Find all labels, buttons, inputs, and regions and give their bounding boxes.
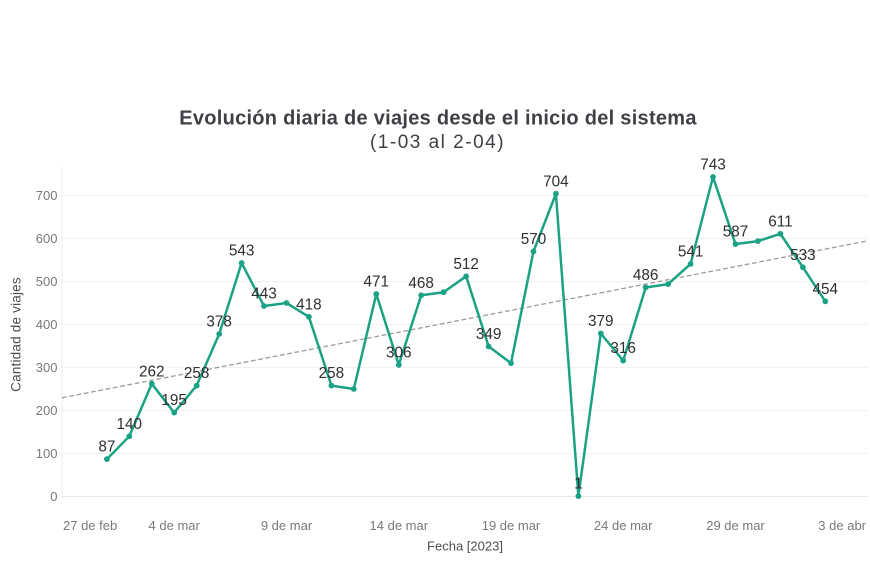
svg-text:471: 471: [364, 274, 390, 291]
svg-text:512: 512: [453, 256, 479, 273]
svg-text:3 de abr: 3 de abr: [818, 518, 866, 533]
svg-text:29 de mar: 29 de mar: [706, 518, 765, 533]
svg-text:541: 541: [678, 243, 704, 260]
svg-text:0: 0: [50, 489, 57, 504]
svg-text:611: 611: [768, 213, 792, 230]
svg-text:543: 543: [229, 243, 255, 260]
svg-text:200: 200: [36, 403, 58, 418]
svg-text:27 de feb: 27 de feb: [63, 518, 117, 533]
svg-text:486: 486: [633, 267, 659, 284]
svg-text:587: 587: [723, 224, 749, 241]
svg-text:600: 600: [36, 231, 58, 246]
svg-text:500: 500: [36, 274, 58, 289]
svg-text:306: 306: [386, 344, 412, 361]
svg-text:Evolución diaria de viajes des: Evolución diaria de viajes desde el inic…: [179, 108, 697, 130]
svg-text:533: 533: [790, 247, 816, 264]
svg-text:704: 704: [543, 173, 569, 190]
svg-text:379: 379: [588, 313, 614, 330]
svg-text:443: 443: [251, 286, 277, 303]
svg-text:468: 468: [408, 275, 434, 292]
svg-text:700: 700: [36, 188, 58, 203]
svg-text:300: 300: [36, 360, 58, 375]
svg-text:400: 400: [36, 317, 58, 332]
svg-text:19 de mar: 19 de mar: [482, 518, 541, 533]
svg-text:Fecha [2023]: Fecha [2023]: [427, 538, 503, 553]
svg-text:418: 418: [296, 296, 322, 313]
svg-text:262: 262: [139, 363, 165, 380]
svg-text:9 de mar: 9 de mar: [261, 518, 313, 533]
svg-text:87: 87: [98, 439, 115, 456]
svg-text:195: 195: [161, 392, 187, 409]
svg-text:349: 349: [476, 326, 502, 343]
svg-text:743: 743: [700, 157, 726, 174]
svg-text:14 de mar: 14 de mar: [370, 518, 429, 533]
svg-text:258: 258: [184, 365, 210, 382]
svg-text:100: 100: [36, 446, 58, 461]
svg-text:24 de mar: 24 de mar: [594, 518, 653, 533]
svg-text:258: 258: [319, 365, 345, 382]
svg-text:140: 140: [117, 416, 143, 433]
svg-text:1: 1: [574, 476, 583, 493]
svg-text:Cantidad de viajes: Cantidad de viajes: [9, 277, 24, 392]
svg-text:378: 378: [206, 314, 232, 331]
svg-text:(1-03 al 2-04): (1-03 al 2-04): [370, 132, 505, 153]
svg-text:454: 454: [813, 281, 839, 298]
svg-text:4 de mar: 4 de mar: [149, 518, 201, 533]
svg-text:570: 570: [521, 231, 547, 248]
svg-text:316: 316: [610, 340, 636, 357]
